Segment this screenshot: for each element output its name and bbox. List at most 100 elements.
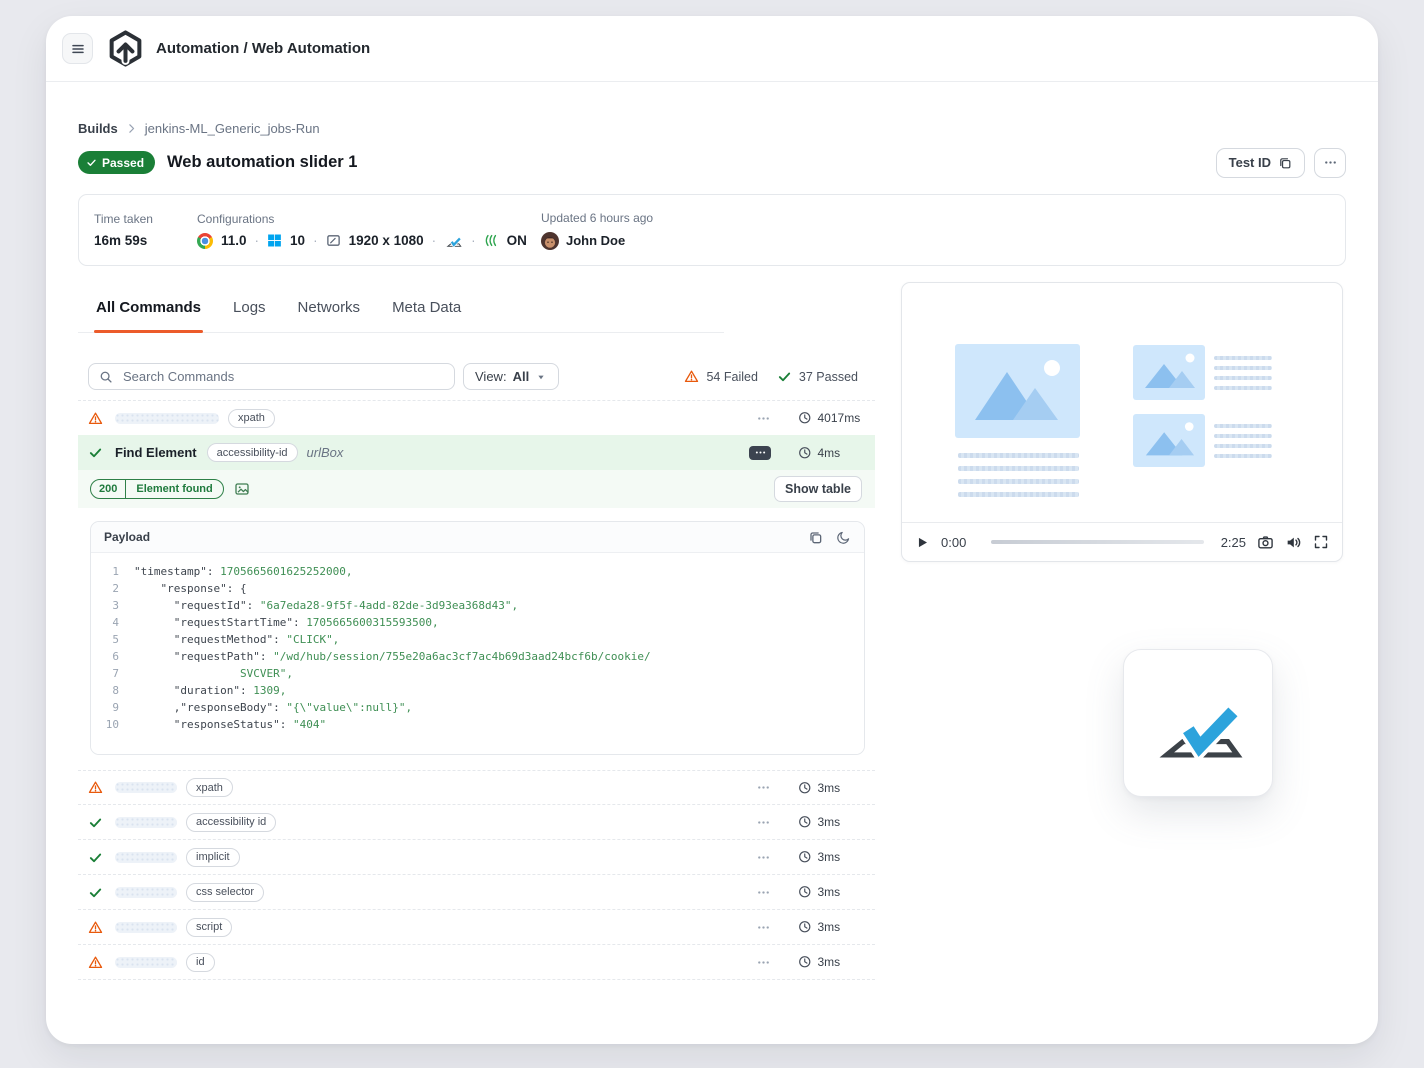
current-time: 0:00	[941, 534, 967, 550]
command-skeleton	[115, 956, 177, 968]
duration-value: 3ms	[817, 780, 841, 795]
page-mock-thumb-image	[1133, 414, 1205, 467]
status-badge: Passed	[78, 151, 156, 174]
row-more-options-icon[interactable]	[756, 780, 771, 795]
tab-all-commands[interactable]: All Commands	[94, 282, 204, 333]
check-icon	[86, 157, 97, 168]
seek-bar[interactable]	[991, 540, 1204, 544]
warning-icon	[88, 780, 103, 795]
screenshot-icon[interactable]	[234, 481, 250, 497]
locator-badge: accessibility id	[186, 812, 277, 832]
view-filter-dropdown[interactable]: View: All	[463, 363, 560, 390]
show-table-button[interactable]: Show table	[774, 476, 862, 502]
command-skeleton	[115, 851, 177, 863]
commands-panel: All Commands Logs Networks Meta Data Vie…	[78, 282, 875, 980]
dark-mode-icon[interactable]	[836, 530, 851, 545]
search-icon	[99, 370, 113, 384]
app-logo-icon	[108, 30, 143, 67]
browser-version: 11.0	[221, 233, 247, 248]
locator-badge: implicit	[186, 847, 240, 867]
command-row-passed[interactable]: accessibility id 3ms	[78, 805, 875, 840]
volume-button[interactable]	[1285, 534, 1302, 551]
search-commands-box	[88, 363, 455, 390]
locator-badge: id	[186, 952, 215, 972]
command-skeleton	[115, 782, 177, 793]
passed-count[interactable]: 37 Passed	[777, 369, 858, 384]
player-controls: 0:00 2:25	[902, 522, 1342, 561]
brand-check-logo-card	[1123, 649, 1273, 797]
copy-payload-icon[interactable]	[808, 530, 823, 545]
command-row-passed[interactable]: implicit 3ms	[78, 840, 875, 875]
main-window: Automation / Web Automation Builds jenki…	[46, 16, 1378, 1044]
code-line: 9 ,"responseBody": "{\"value\":null}",	[112, 701, 413, 714]
fullscreen-button[interactable]	[1313, 534, 1329, 550]
clock-icon	[798, 955, 812, 969]
row-more-options-icon[interactable]	[756, 411, 771, 426]
time-taken-value: 16m 59s	[94, 233, 148, 248]
top-bar: Automation / Web Automation	[46, 16, 1378, 82]
command-row-failed[interactable]: xpath 4017ms	[78, 400, 875, 435]
breadcrumb: Builds jenkins-ML_Generic_jobs-Run	[78, 82, 1346, 136]
resolution-value: 1920 x 1080	[348, 233, 424, 248]
code-line: 3 "requestId": "6a7eda28-9f5f-4add-82de-…	[112, 599, 519, 612]
check-icon	[88, 815, 103, 830]
code-line: 2 "response": {	[112, 582, 247, 595]
play-button[interactable]	[915, 535, 930, 550]
screenshot-camera-button[interactable]	[1257, 534, 1274, 551]
clock-icon	[798, 446, 812, 460]
chevron-right-icon	[125, 122, 138, 135]
payload-panel: Payload 1 "timestamp": 170566560162525200…	[90, 521, 865, 755]
copy-icon	[1278, 156, 1292, 170]
clock-icon	[798, 885, 812, 899]
breadcrumb-current: jenkins-ML_Generic_jobs-Run	[144, 121, 320, 136]
breadcrumb-builds-link[interactable]: Builds	[78, 121, 118, 136]
command-skeleton	[115, 816, 177, 828]
code-line: 1 "timestamp": 1705665601625252000,	[112, 565, 353, 578]
chrome-browser-icon	[197, 232, 213, 249]
tab-networks[interactable]: Networks	[297, 298, 361, 316]
command-skeleton	[115, 886, 177, 898]
test-id-button[interactable]: Test ID	[1215, 147, 1305, 178]
passed-count-label: 37 Passed	[798, 369, 858, 384]
tab-meta-data[interactable]: Meta Data	[392, 298, 462, 316]
ellipsis-icon	[1323, 155, 1338, 170]
avatar	[541, 232, 559, 250]
configurations-label: Configurations	[197, 211, 275, 226]
row-more-options-icon[interactable]	[756, 850, 771, 865]
command-row-selected[interactable]: Find Element accessibility-id urlBox 4ms	[78, 435, 875, 470]
command-row-failed[interactable]: id 3ms	[78, 945, 875, 980]
resolution-icon	[326, 233, 341, 248]
tab-logs[interactable]: Logs	[233, 298, 266, 316]
row-more-options-icon[interactable]	[749, 445, 771, 460]
check-icon	[88, 445, 103, 460]
build-info-bar: Time taken 16m 59s Configurations 11.0 1…	[78, 194, 1346, 266]
page-mock-text-lines	[1214, 424, 1272, 458]
command-row-failed[interactable]: script 3ms	[78, 910, 875, 945]
search-commands-input[interactable]	[121, 368, 444, 385]
code-line: 7 SVCVER",	[112, 667, 293, 680]
more-options-button[interactable]	[1314, 147, 1346, 178]
row-more-options-icon[interactable]	[756, 955, 771, 970]
row-more-options-icon[interactable]	[756, 885, 771, 900]
warning-icon	[88, 920, 103, 935]
code-line: 4 "requestStartTime": 170566560031559350…	[112, 616, 439, 629]
locator-badge: script	[186, 917, 233, 937]
clock-icon	[798, 815, 812, 829]
clock-icon	[798, 920, 812, 934]
brand-check-icon	[444, 233, 463, 248]
hamburger-menu-button[interactable]	[62, 33, 93, 64]
code-line: 5 "requestMethod": "CLICK",	[112, 633, 340, 646]
page-mock-text-lines	[1214, 356, 1272, 390]
failed-count-label: 54 Failed	[706, 369, 758, 384]
page-mock-text-lines	[958, 453, 1079, 497]
command-row-passed[interactable]: css selector 3ms	[78, 875, 875, 910]
failed-count[interactable]: 54 Failed	[684, 369, 758, 384]
command-row-failed[interactable]: xpath 3ms	[78, 770, 875, 805]
locator-badge: css selector	[186, 882, 265, 902]
page-title: Automation / Web Automation	[156, 40, 371, 57]
separator-dot	[432, 233, 437, 248]
recorded-page-preview	[902, 283, 1342, 522]
page-mock-hero-image	[955, 344, 1080, 438]
row-more-options-icon[interactable]	[756, 920, 771, 935]
row-more-options-icon[interactable]	[756, 815, 771, 830]
